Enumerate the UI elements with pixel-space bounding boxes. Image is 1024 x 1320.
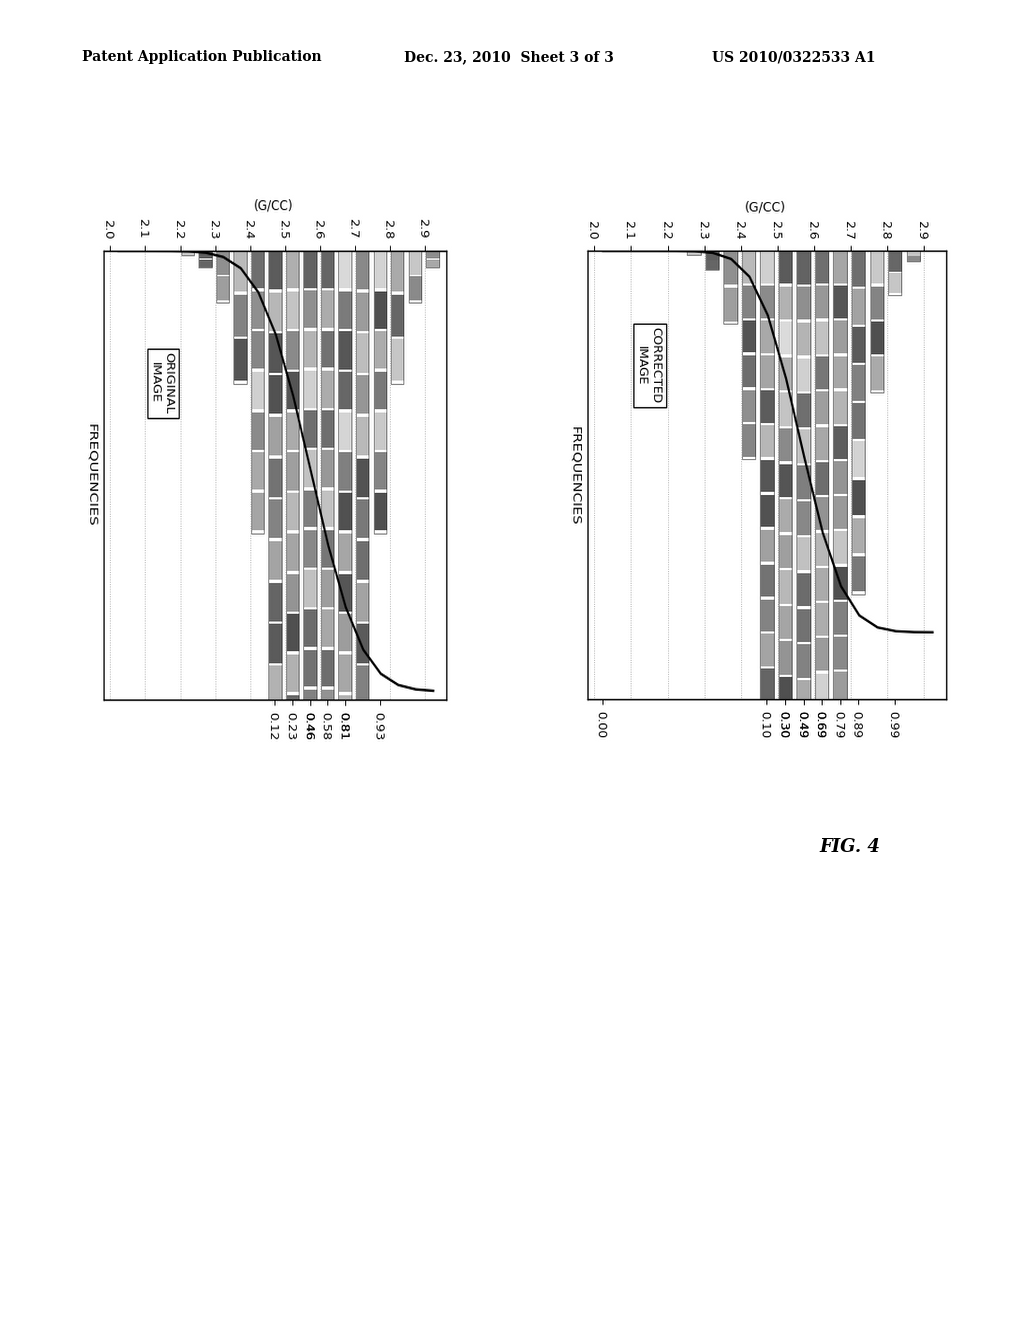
Text: Patent Application Publication: Patent Application Publication [82, 50, 322, 65]
Text: US 2010/0322533 A1: US 2010/0322533 A1 [712, 50, 876, 65]
Text: FIG. 4: FIG. 4 [819, 838, 880, 857]
Text: Dec. 23, 2010  Sheet 3 of 3: Dec. 23, 2010 Sheet 3 of 3 [404, 50, 614, 65]
